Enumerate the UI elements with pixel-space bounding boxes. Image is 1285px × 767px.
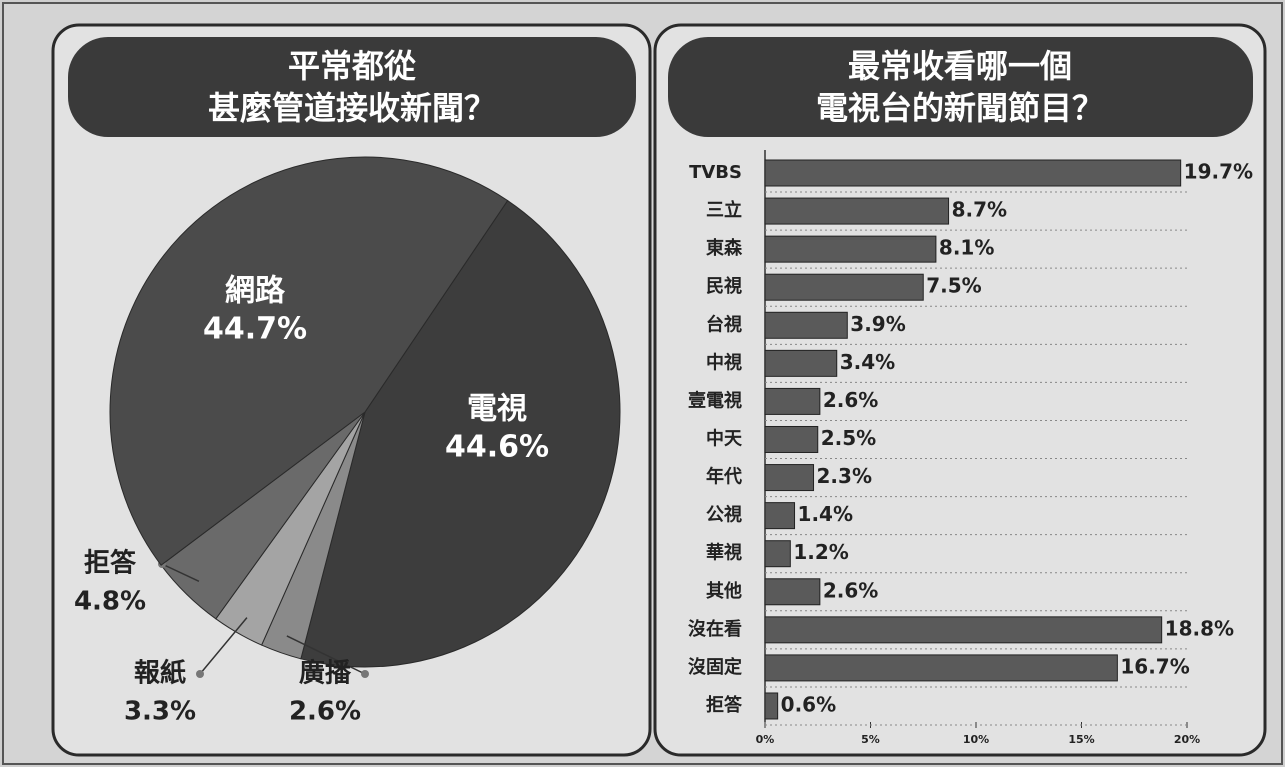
- slice-label: 網路: [225, 274, 286, 309]
- leader-dot: [196, 670, 204, 678]
- leader-line: [286, 635, 366, 675]
- bar: [764, 654, 1118, 682]
- bar: [764, 464, 815, 492]
- value-label: 3.4%: [840, 350, 895, 374]
- bar: [764, 692, 779, 720]
- pie-slice: [300, 199, 621, 668]
- value-label: 2.3%: [817, 464, 872, 488]
- pie-slice: [109, 156, 509, 566]
- category-label: 中天: [706, 427, 743, 449]
- category-label: TVBS: [689, 162, 742, 183]
- x-tick-label: 0%: [756, 733, 775, 746]
- category-label: 沒固定: [688, 656, 742, 678]
- value-label: 1.2%: [793, 540, 848, 564]
- category-label: 三立: [706, 199, 742, 221]
- slice-label: 拒答: [84, 548, 137, 579]
- bar: [764, 311, 848, 339]
- chart-title: 電視台的新聞節目？: [816, 89, 1104, 127]
- slice-label: 報紙: [134, 658, 186, 689]
- bar: [764, 425, 819, 453]
- slice-value: 4.8%: [74, 587, 146, 617]
- value-label: 19.7%: [1184, 160, 1253, 184]
- category-label: 民視: [706, 275, 742, 297]
- bar: [764, 387, 821, 415]
- category-label: 其他: [706, 580, 742, 602]
- category-label: 東森: [706, 237, 743, 259]
- x-tick-label: 20%: [1174, 733, 1200, 746]
- bar: [764, 273, 924, 301]
- category-label: 華視: [706, 542, 742, 564]
- value-label: 1.4%: [798, 502, 853, 526]
- chart-title: 最常收看哪一個: [848, 47, 1072, 85]
- value-label: 7.5%: [926, 274, 981, 298]
- value-label: 2.6%: [823, 578, 878, 602]
- category-label: 中視: [706, 351, 742, 373]
- bar: [764, 578, 821, 606]
- value-label: 18.8%: [1165, 616, 1234, 640]
- value-label: 8.7%: [952, 198, 1007, 222]
- category-label: 公視: [706, 504, 742, 526]
- leader-dot: [361, 670, 369, 678]
- bar: [764, 235, 937, 263]
- value-label: 2.5%: [821, 426, 876, 450]
- value-label: 2.6%: [823, 388, 878, 412]
- category-label: 台視: [706, 313, 742, 335]
- leader-line: [161, 563, 200, 583]
- x-tick-label: 10%: [963, 733, 989, 746]
- slice-label: 電視: [467, 392, 527, 427]
- value-label: 0.6%: [781, 692, 836, 716]
- value-label: 3.9%: [850, 312, 905, 336]
- x-tick-label: 15%: [1068, 733, 1094, 746]
- slice-value: 44.7%: [203, 312, 307, 347]
- category-label: 壹電視: [688, 389, 742, 411]
- value-label: 8.1%: [939, 236, 994, 260]
- value-label: 16.7%: [1120, 654, 1189, 678]
- x-tick-label: 5%: [861, 733, 880, 746]
- chart-title: 平常都從: [288, 47, 416, 85]
- slice-label: 廣播: [299, 659, 352, 689]
- leader-line: [199, 617, 248, 675]
- category-label: 沒在看: [688, 618, 742, 640]
- category-label: 拒答: [706, 694, 743, 716]
- slice-value: 2.6%: [289, 697, 361, 727]
- banner: [668, 37, 1253, 137]
- bar: [764, 349, 838, 377]
- bar: [764, 616, 1163, 644]
- bar: [764, 540, 791, 568]
- category-label: 年代: [706, 466, 742, 488]
- slice-value: 44.6%: [445, 430, 549, 465]
- chart-title: 甚麼管道接收新聞？: [208, 89, 496, 127]
- bar: [764, 159, 1182, 187]
- bar: [764, 502, 796, 530]
- slice-value: 3.3%: [124, 697, 196, 727]
- bar: [764, 197, 950, 225]
- banner: [68, 37, 636, 137]
